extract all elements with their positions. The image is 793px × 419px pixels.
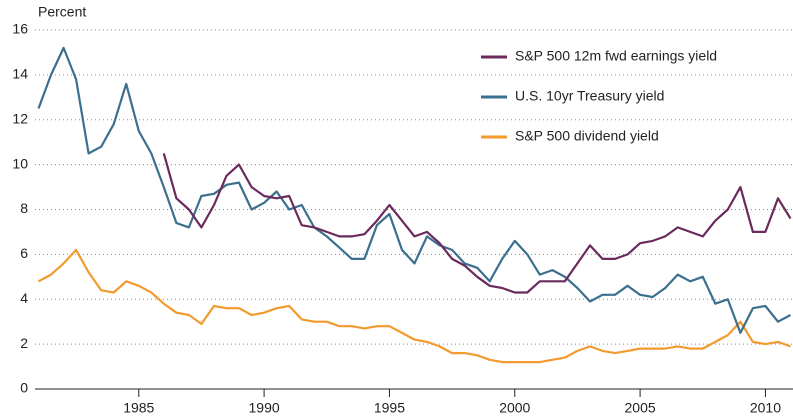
x-tick-label: 2005: [625, 400, 656, 416]
y-axis-label: Percent: [38, 4, 86, 20]
y-tick-label: 12: [12, 110, 28, 126]
y-tick-label: 8: [20, 200, 28, 216]
x-tick-label: 1990: [249, 400, 280, 416]
x-tick-label: 2000: [499, 400, 530, 416]
y-tick-label: 14: [12, 66, 28, 82]
y-tick-label: 16: [12, 21, 28, 37]
series-line: [37, 46, 792, 334]
y-tick-label: 2: [20, 335, 28, 351]
legend-label: S&P 500 12m fwd earnings yield: [515, 48, 717, 64]
y-tick-label: 0: [20, 380, 28, 396]
legend-label: S&P 500 dividend yield: [515, 128, 659, 144]
series-line: [162, 153, 792, 294]
series-line: [37, 248, 791, 364]
y-tick-label: 10: [12, 155, 28, 171]
x-tick-label: 2010: [750, 400, 781, 416]
x-tick-label: 1995: [374, 400, 405, 416]
y-tick-label: 4: [20, 290, 28, 306]
x-tick-label: 1985: [123, 400, 154, 416]
y-tick-label: 6: [20, 245, 28, 261]
legend-label: U.S. 10yr Treasury yield: [515, 88, 664, 104]
